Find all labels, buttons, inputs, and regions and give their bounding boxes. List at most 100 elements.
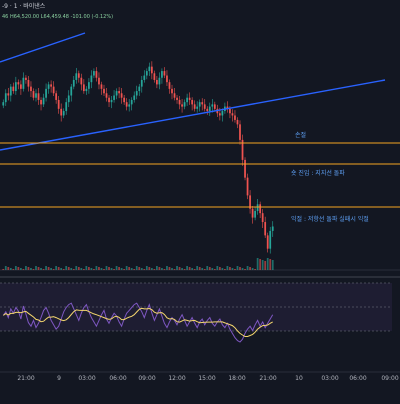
volume-bar <box>130 268 133 270</box>
volume-bar <box>4 266 7 270</box>
candle-body <box>201 102 204 105</box>
volume-bar <box>259 259 262 270</box>
volume-bar <box>70 268 73 270</box>
candle-body <box>231 113 234 116</box>
volume-bar <box>9 268 12 270</box>
volume-bar <box>98 267 100 270</box>
volume-bar <box>115 266 118 270</box>
candle-body <box>35 93 37 98</box>
candle-body <box>244 159 246 178</box>
volume-bar <box>27 267 30 270</box>
volume-bar <box>123 269 126 270</box>
volume-bar <box>176 266 178 270</box>
rsi-pane[interactable] <box>0 282 392 343</box>
candle-body <box>125 102 128 107</box>
x-tick-label: 21:00 <box>17 375 34 382</box>
volume-bar <box>60 268 63 270</box>
candle-body <box>25 77 27 80</box>
volume-bar <box>264 261 267 270</box>
candle-body <box>156 79 158 85</box>
volume-bar <box>17 267 20 270</box>
candle-body <box>183 102 186 107</box>
candle-body <box>88 82 90 89</box>
volume-bar <box>118 267 120 270</box>
volume-bar <box>14 266 17 270</box>
candle-body <box>105 93 108 98</box>
candle-body <box>163 71 166 76</box>
volume-bar <box>57 267 60 270</box>
volume-bar <box>241 268 244 270</box>
candle-body <box>82 84 85 92</box>
candle-body <box>17 82 20 85</box>
volume-bar <box>140 268 143 270</box>
volume-bar <box>218 267 221 270</box>
candle-body <box>211 104 214 107</box>
candle-body <box>186 97 188 103</box>
candle-body <box>32 91 35 98</box>
lower-trend-line[interactable] <box>0 79 386 151</box>
candle-body <box>176 97 178 100</box>
symbol-title: -9 · 1 · 바이낸스 <box>2 2 46 10</box>
pane-separator[interactable] <box>0 276 400 278</box>
price-pane[interactable] <box>2 61 274 254</box>
upper-trend-line[interactable] <box>0 32 86 63</box>
volume-bar <box>229 267 231 270</box>
candle-body <box>218 113 221 116</box>
volume-bar <box>188 267 191 270</box>
volume-bar <box>153 269 156 270</box>
candle-body <box>60 108 63 116</box>
volume-bar <box>145 266 148 270</box>
volume-bar <box>22 269 25 270</box>
x-tick-label: 09:00 <box>381 375 398 382</box>
candle-body <box>9 86 12 96</box>
volume-bar <box>226 266 229 270</box>
candle-body <box>148 66 151 72</box>
volume-bar <box>198 267 201 270</box>
candle-body <box>57 99 60 109</box>
candle-body <box>7 93 10 96</box>
volume-bar <box>95 266 98 270</box>
candle-body <box>55 93 58 100</box>
volume-bar <box>166 266 168 270</box>
candle-body <box>150 66 153 74</box>
volume-bar <box>12 269 15 270</box>
candle-body <box>75 73 78 80</box>
volume-bar <box>269 259 272 270</box>
candle-body <box>103 88 105 94</box>
stop-loss-label: 손절 <box>295 131 306 139</box>
x-tick-label: 03:00 <box>78 375 95 382</box>
candle-body <box>30 86 32 92</box>
volume-bar <box>75 266 78 270</box>
candle-body <box>27 79 30 87</box>
volume-bar <box>181 268 183 270</box>
candle-body <box>246 177 249 196</box>
candle-body <box>65 102 68 112</box>
candle-body <box>80 77 83 85</box>
candle-body <box>206 108 209 112</box>
candle-body <box>166 75 168 83</box>
candle-body <box>77 73 80 78</box>
volume-bar <box>266 258 269 270</box>
volume-bar <box>113 269 115 270</box>
time-axis[interactable]: 21:00 9 03:00 06:00 09:00 12:00 15:00 18:00 21:0… <box>17 375 398 382</box>
candle-body <box>161 71 163 78</box>
volume-bar <box>158 267 161 270</box>
candle-body <box>4 93 7 103</box>
candle-body <box>208 106 211 112</box>
volume-bar <box>201 268 204 270</box>
short-entry-label: 숏 진입 : 지지선 돌파 <box>291 169 345 177</box>
candle-body <box>198 102 201 107</box>
candle-body <box>171 88 173 94</box>
candle-body <box>128 104 131 107</box>
candle-body <box>120 93 123 98</box>
candle-body <box>42 97 45 105</box>
volume-bar <box>183 269 186 270</box>
candle-body <box>158 77 161 85</box>
candle-body <box>93 71 95 76</box>
candle-body <box>138 86 141 92</box>
volume-bar <box>211 268 214 270</box>
volume-bar <box>100 268 103 270</box>
